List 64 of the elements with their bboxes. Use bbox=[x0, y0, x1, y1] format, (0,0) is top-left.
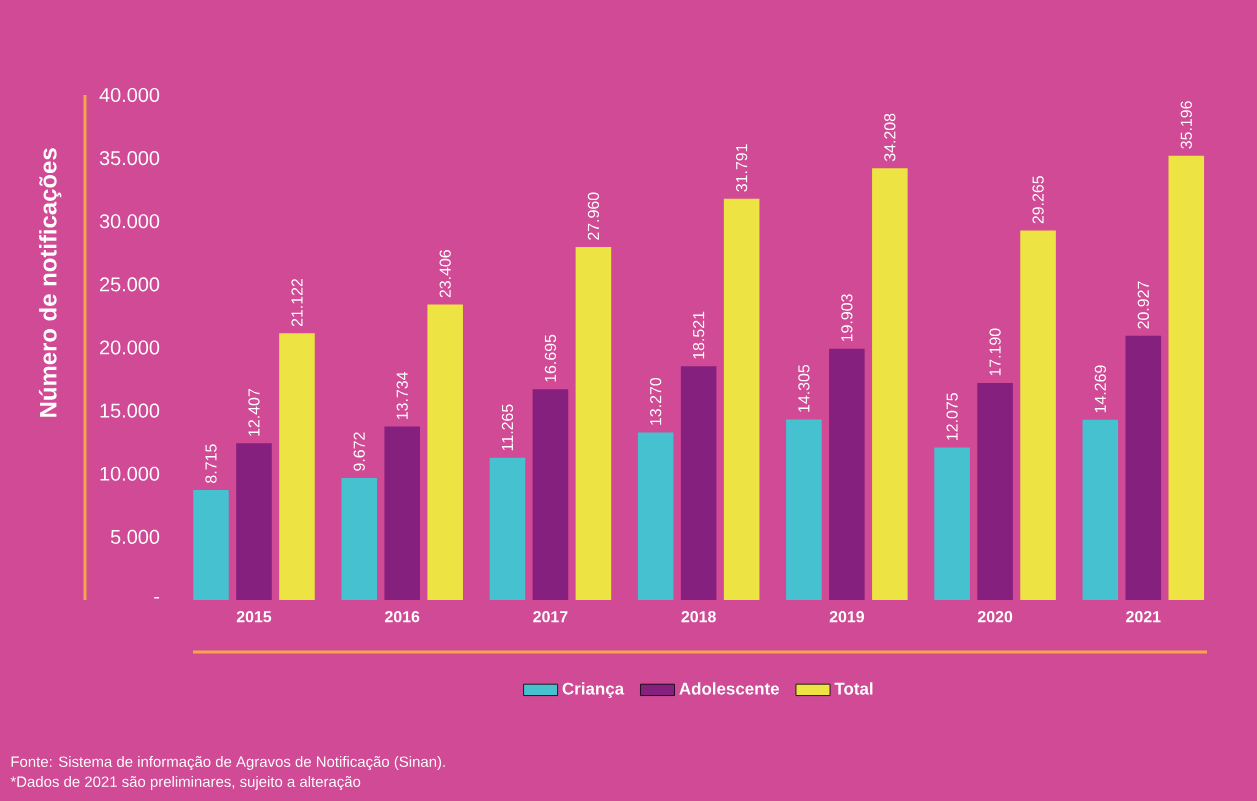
y-tick-label: 30.000 bbox=[99, 214, 160, 229]
x-tick-label: 2015 bbox=[236, 611, 272, 623]
data-label: 11.265 bbox=[501, 404, 514, 451]
bar bbox=[532, 389, 569, 600]
bar bbox=[786, 419, 822, 600]
y-tick-label: - bbox=[154, 596, 160, 599]
y-tick-label: 25.000 bbox=[100, 277, 160, 292]
x-tick-label: 2020 bbox=[977, 611, 1013, 623]
x-tick-label: 2017 bbox=[533, 611, 568, 623]
x-tick-label: 2016 bbox=[385, 611, 420, 623]
y-tick-label: 40.000 bbox=[99, 87, 160, 103]
bar bbox=[934, 447, 970, 600]
data-label: 27.960 bbox=[587, 192, 600, 240]
legend-label: Total bbox=[834, 682, 873, 695]
legend-label: Adolescente bbox=[679, 682, 780, 695]
data-label: 14.305 bbox=[798, 364, 810, 412]
data-label: 13.270 bbox=[650, 377, 662, 425]
bar bbox=[1020, 230, 1056, 600]
bar bbox=[829, 348, 865, 600]
x-tick-label: 2019 bbox=[829, 611, 864, 623]
bar bbox=[723, 198, 760, 600]
data-label: 8.715 bbox=[205, 444, 217, 483]
y-tick-label: 15.000 bbox=[100, 403, 160, 418]
data-label: 16.695 bbox=[544, 334, 557, 382]
bar bbox=[637, 432, 674, 600]
data-label: 18.521 bbox=[693, 311, 705, 359]
data-label: 21.122 bbox=[291, 278, 303, 327]
data-label: 12.075 bbox=[946, 393, 958, 440]
bar bbox=[1168, 155, 1205, 600]
bar bbox=[193, 489, 229, 600]
y-tick-label: 5.000 bbox=[110, 529, 160, 544]
data-label: 9.672 bbox=[353, 432, 365, 471]
data-label: 29.265 bbox=[1032, 176, 1044, 224]
bar bbox=[384, 426, 420, 600]
bar bbox=[236, 443, 272, 600]
bar bbox=[341, 477, 377, 600]
data-label: 34.208 bbox=[884, 113, 896, 162]
data-label: 35.196 bbox=[1180, 101, 1192, 149]
y-axis-title: Número de notificações bbox=[38, 148, 62, 417]
legend-label: Criança bbox=[562, 682, 625, 699]
bar bbox=[279, 333, 315, 600]
y-tick-label: 20.000 bbox=[100, 340, 160, 355]
bar bbox=[1082, 419, 1119, 600]
text: *Dados de 2021 são preliminares, sujeito a alteração bbox=[10, 776, 361, 790]
bar bbox=[977, 382, 1013, 600]
bar bbox=[575, 247, 612, 600]
data-label: 12.407 bbox=[248, 389, 260, 436]
bar bbox=[872, 168, 908, 600]
y-tick-label: 10.000 bbox=[100, 466, 160, 481]
data-label: 13.734 bbox=[396, 371, 408, 419]
data-label: 19.903 bbox=[841, 294, 853, 342]
data-label: 17.190 bbox=[989, 328, 1001, 376]
x-tick-label: 2021 bbox=[1126, 611, 1161, 623]
data-label: 20.927 bbox=[1137, 281, 1149, 329]
data-label: 23.406 bbox=[439, 250, 451, 298]
bar bbox=[680, 366, 717, 600]
data-label: 31.791 bbox=[735, 144, 748, 192]
bar bbox=[427, 304, 463, 600]
bar bbox=[489, 457, 526, 600]
y-tick-label: 35.000 bbox=[99, 151, 160, 166]
data-label: 14.269 bbox=[1094, 365, 1106, 413]
x-tick-label: 2018 bbox=[681, 611, 716, 623]
source-note: Fonte: Sistema de informação de Agravos de Notificação (Sinan). bbox=[11, 756, 445, 770]
bar bbox=[1125, 335, 1162, 600]
